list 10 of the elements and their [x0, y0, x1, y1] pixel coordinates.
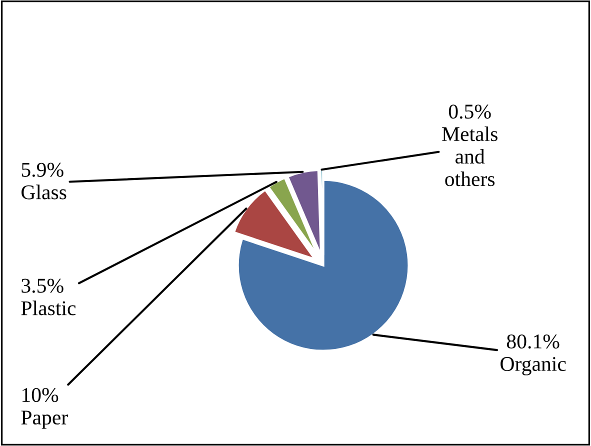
- data-label: 80.1%: [506, 334, 560, 349]
- slice-label: Organic: [500, 357, 566, 376]
- data-label: 5.9%: [22, 162, 64, 177]
- data-label: 10%: [22, 388, 58, 402]
- data-label: 0.5%: [448, 104, 491, 119]
- slice-label: Plastic: [21, 300, 76, 316]
- data-label: 3.5%: [22, 278, 64, 293]
- slice-label: Glass: [22, 184, 66, 200]
- slice-label: Paper: [21, 410, 68, 429]
- slice-label: Metals and others: [442, 126, 498, 186]
